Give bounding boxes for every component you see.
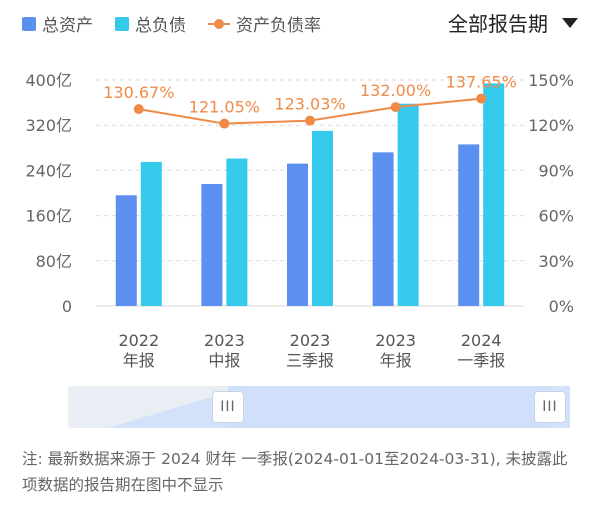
legend-label-assets: 总资产 (42, 16, 93, 36)
ratio-point[interactable] (133, 104, 144, 115)
y-left-tick-label: 80亿 (36, 252, 72, 271)
legend-swatch-liabilities (115, 16, 129, 31)
y-left-tick-label: 0 (62, 297, 72, 316)
x-tick-label-period: 三季报 (286, 351, 334, 370)
ratio-data-label: 123.03% (274, 95, 345, 114)
y-right-tick-label: 150% (528, 71, 574, 90)
period-dropdown-label: 全部报告期 (448, 12, 548, 36)
zoom-slider[interactable]: III III (68, 386, 570, 428)
y-right-tick-label: 30% (538, 252, 574, 271)
y-left-tick-label: 160亿 (25, 207, 72, 226)
bar-total-assets[interactable] (115, 195, 137, 306)
ratio-point[interactable] (476, 93, 487, 104)
y-right-tick-label: 120% (528, 116, 574, 135)
legend-swatch-ratio (208, 17, 230, 31)
y-left-tick-label: 320亿 (25, 116, 72, 135)
x-tick-label-period: 年报 (380, 351, 412, 370)
x-tick-label-period: 年报 (123, 351, 155, 370)
x-tick-label-period: 一季报 (457, 351, 505, 370)
legend-label-ratio: 资产负债率 (236, 16, 321, 36)
ratio-data-label: 130.67% (103, 83, 174, 102)
legend-swatch-assets (22, 16, 36, 31)
x-tick-label-year: 2023 (204, 331, 245, 350)
ratio-data-label: 132.00% (360, 81, 431, 100)
bar-total-assets[interactable] (201, 183, 223, 306)
bar-total-assets[interactable] (458, 144, 480, 306)
bar-total-assets[interactable] (287, 163, 308, 306)
legend-item-debt-ratio[interactable]: 资产负债率 (208, 11, 321, 36)
dropdown-triangle-icon (562, 17, 578, 28)
legend-item-total-assets[interactable]: 总资产 (22, 11, 93, 36)
bar-total-liabilities[interactable] (483, 83, 505, 306)
zoom-right-handle[interactable]: III (534, 391, 566, 423)
bar-total-assets[interactable] (372, 152, 394, 306)
chart-legend: 总资产 总负债 资产负债率 (22, 11, 343, 36)
y-left-tick-label: 400亿 (25, 71, 72, 90)
y-right-tick-label: 60% (538, 207, 574, 226)
ratio-point[interactable] (390, 102, 401, 113)
x-tick-label-year: 2023 (375, 331, 416, 350)
legend-label-liabilities: 总负债 (135, 16, 186, 36)
y-right-tick-label: 0% (549, 297, 574, 316)
zoom-left-handle[interactable]: III (212, 391, 244, 423)
bar-total-liabilities[interactable] (312, 130, 333, 306)
y-left-tick-label: 240亿 (25, 161, 72, 180)
bar-total-liabilities[interactable] (226, 158, 248, 306)
x-tick-label-year: 2024 (461, 331, 502, 350)
chart-canvas: 0 80亿 160亿 240亿 320亿 400亿 0% 30% 60% 90% 120% 150% 2… (25, 71, 574, 370)
ratio-point[interactable] (219, 118, 230, 129)
legend-item-total-liabilities[interactable]: 总负债 (115, 11, 186, 36)
footnote: 注: 最新数据来源于 2024 财年 一季报(2024-01-01至2024-0… (22, 450, 568, 494)
y-right-tick-label: 90% (538, 161, 574, 180)
bar-total-liabilities[interactable] (397, 103, 419, 306)
bar-total-liabilities[interactable] (140, 161, 162, 306)
ratio-data-label: 137.65% (446, 73, 517, 92)
zoom-preview-area (108, 386, 570, 428)
x-tick-label-year: 2023 (290, 331, 331, 350)
ratio-point[interactable] (305, 115, 315, 126)
x-tick-label-period: 中报 (208, 351, 240, 370)
period-dropdown[interactable]: 全部报告期 (448, 8, 578, 37)
x-tick-label-year: 2022 (118, 331, 159, 350)
ratio-data-label: 121.05% (189, 98, 260, 117)
